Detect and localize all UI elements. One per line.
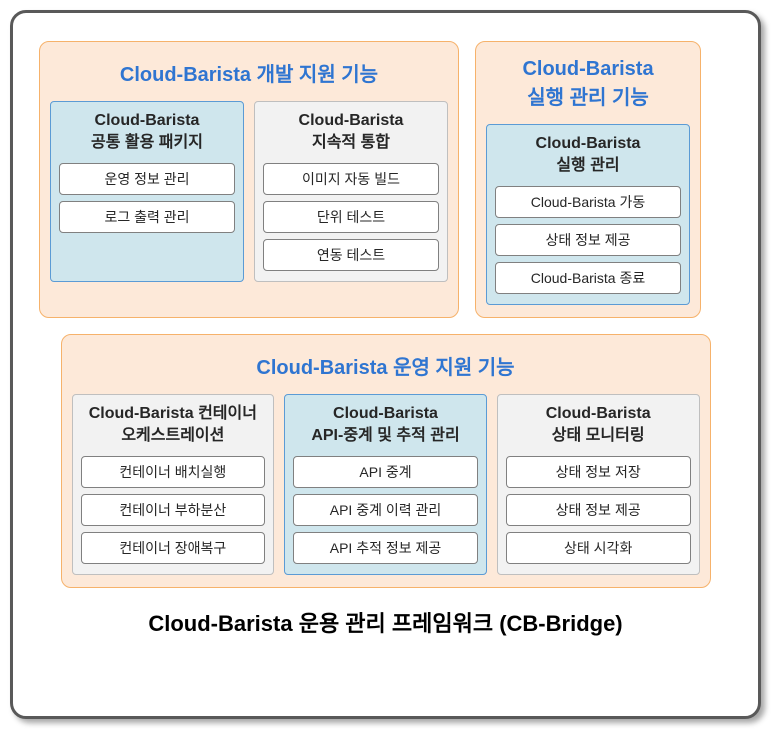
ops-group-title: Cloud-Barista 운영 지원 기능 [72,351,700,380]
module-title: Cloud-Barista상태 모니터링 [506,403,691,446]
run-group-title: Cloud-Barista실행 관리 기능 [486,58,690,110]
run-mgmt-module: Cloud-Barista실행 관리 Cloud-Barista 가동 상태 정… [486,124,690,305]
module-title: Cloud-Barista공통 활용 패키지 [59,110,235,153]
feature-item: API 중계 이력 관리 [293,494,478,526]
top-row: Cloud-Barista 개발 지원 기능 Cloud-Barista공통 활… [39,41,732,318]
feature-item: 단위 테스트 [263,201,439,233]
feature-item: 연동 테스트 [263,239,439,271]
feature-item: 운영 정보 관리 [59,163,235,195]
dev-modules-row: Cloud-Barista공통 활용 패키지 운영 정보 관리 로그 출력 관리… [50,101,448,282]
ci-module: Cloud-Barista지속적 통합 이미지 자동 빌드 단위 테스트 연동 … [254,101,448,282]
monitoring-module: Cloud-Barista상태 모니터링 상태 정보 저장 상태 정보 제공 상… [497,394,700,575]
module-title: Cloud-Barista실행 관리 [495,133,681,176]
feature-item: 상태 시각화 [506,532,691,564]
module-title: Cloud-Barista 컨테이너오케스트레이션 [81,403,266,446]
ops-support-group: Cloud-Barista 운영 지원 기능 Cloud-Barista 컨테이… [61,334,711,588]
framework-frame: Cloud-Barista 개발 지원 기능 Cloud-Barista공통 활… [10,10,761,719]
dev-group-title: Cloud-Barista 개발 지원 기능 [50,58,448,87]
feature-item: 컨테이너 배치실행 [81,456,266,488]
feature-item: 컨테이너 장애복구 [81,532,266,564]
feature-item: 컨테이너 부하분산 [81,494,266,526]
feature-item: 이미지 자동 빌드 [263,163,439,195]
run-modules-row: Cloud-Barista실행 관리 Cloud-Barista 가동 상태 정… [486,124,690,305]
feature-item: API 추적 정보 제공 [293,532,478,564]
module-title: Cloud-Barista지속적 통합 [263,110,439,153]
feature-item: Cloud-Barista 가동 [495,186,681,218]
feature-item: 로그 출력 관리 [59,201,235,233]
common-package-module: Cloud-Barista공통 활용 패키지 운영 정보 관리 로그 출력 관리 [50,101,244,282]
feature-item: API 중계 [293,456,478,488]
feature-item: 상태 정보 제공 [506,494,691,526]
feature-item: 상태 정보 제공 [495,224,681,256]
orchestration-module: Cloud-Barista 컨테이너오케스트레이션 컨테이너 배치실행 컨테이너… [72,394,275,575]
feature-item: Cloud-Barista 종료 [495,262,681,294]
api-relay-module: Cloud-BaristaAPI-중계 및 추적 관리 API 중계 API 중… [284,394,487,575]
feature-item: 상태 정보 저장 [506,456,691,488]
dev-support-group: Cloud-Barista 개발 지원 기능 Cloud-Barista공통 활… [39,41,459,318]
framework-title: Cloud-Barista 운용 관리 프레임워크 (CB-Bridge) [39,606,732,638]
module-title: Cloud-BaristaAPI-중계 및 추적 관리 [293,403,478,446]
run-mgmt-group: Cloud-Barista실행 관리 기능 Cloud-Barista실행 관리… [475,41,701,318]
ops-modules-row: Cloud-Barista 컨테이너오케스트레이션 컨테이너 배치실행 컨테이너… [72,394,700,575]
